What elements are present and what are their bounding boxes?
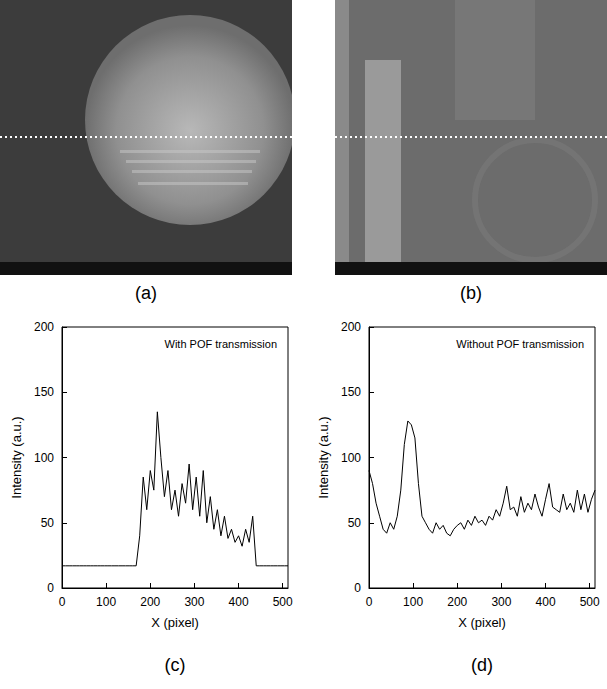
svg-text:150: 150 — [34, 385, 54, 399]
html-text:(d): (d) — [471, 655, 493, 675]
svg-text:0: 0 — [59, 595, 66, 609]
svg-text:100: 100 — [96, 595, 116, 609]
svg-text:0: 0 — [47, 581, 54, 595]
html-text:(c): (c) — [164, 655, 186, 675]
svg-text:With POF transmission: With POF transmission — [165, 338, 277, 350]
svg-text:200: 200 — [341, 320, 361, 334]
svg-text:100: 100 — [34, 451, 54, 465]
svg-text:50: 50 — [41, 516, 55, 530]
svg-text:400: 400 — [229, 595, 249, 609]
svg-text:50: 50 — [348, 516, 362, 530]
svg-text:200: 200 — [447, 595, 467, 609]
svg-text:500: 500 — [273, 595, 293, 609]
svg-text:200: 200 — [140, 595, 160, 609]
svg-text:300: 300 — [184, 595, 204, 609]
svg-text:150: 150 — [341, 385, 361, 399]
svg-text:100: 100 — [341, 451, 361, 465]
svg-text:300: 300 — [491, 595, 511, 609]
svg-text:0: 0 — [366, 595, 373, 609]
svg-text:X (pixel): X (pixel) — [151, 615, 199, 630]
svg-text:Without POF transmission: Without POF transmission — [456, 338, 584, 350]
html-text:(a): (a) — [135, 283, 157, 303]
svg-text:Intensity (a.u.): Intensity (a.u.) — [9, 416, 24, 498]
svg-text:400: 400 — [536, 595, 556, 609]
svg-text:500: 500 — [580, 595, 600, 609]
svg-text:Intensity (a.u.): Intensity (a.u.) — [316, 416, 331, 498]
html-text:(b): (b) — [460, 283, 482, 303]
svg-text:0: 0 — [354, 581, 361, 595]
svg-text:100: 100 — [403, 595, 423, 609]
svg-text:200: 200 — [34, 320, 54, 334]
svg-text:X (pixel): X (pixel) — [458, 615, 506, 630]
